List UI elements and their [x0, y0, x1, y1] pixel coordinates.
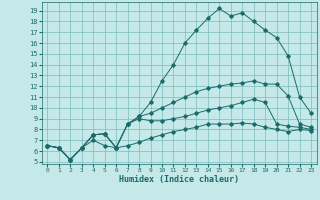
X-axis label: Humidex (Indice chaleur): Humidex (Indice chaleur)	[119, 175, 239, 184]
